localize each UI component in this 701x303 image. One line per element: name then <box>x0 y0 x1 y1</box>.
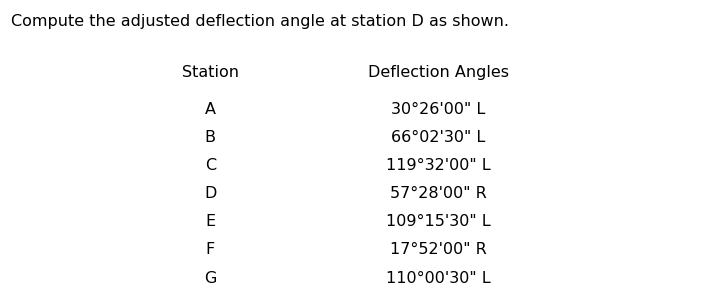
Text: C: C <box>205 158 216 173</box>
Text: 109°15'30" L: 109°15'30" L <box>386 214 491 229</box>
Text: G: G <box>204 271 217 286</box>
Text: Compute the adjusted deflection angle at station D as shown.: Compute the adjusted deflection angle at… <box>11 14 508 29</box>
Text: 119°32'00" L: 119°32'00" L <box>386 158 491 173</box>
Text: B: B <box>205 130 216 145</box>
Text: 57°28'00" R: 57°28'00" R <box>390 186 486 201</box>
Text: E: E <box>205 214 215 229</box>
Text: 17°52'00" R: 17°52'00" R <box>390 242 486 258</box>
Text: 110°00'30" L: 110°00'30" L <box>386 271 491 286</box>
Text: 66°02'30" L: 66°02'30" L <box>391 130 485 145</box>
Text: F: F <box>205 242 215 258</box>
Text: Station: Station <box>182 65 239 80</box>
Text: D: D <box>204 186 217 201</box>
Text: A: A <box>205 102 216 117</box>
Text: 30°26'00" L: 30°26'00" L <box>391 102 485 117</box>
Text: Deflection Angles: Deflection Angles <box>367 65 509 80</box>
